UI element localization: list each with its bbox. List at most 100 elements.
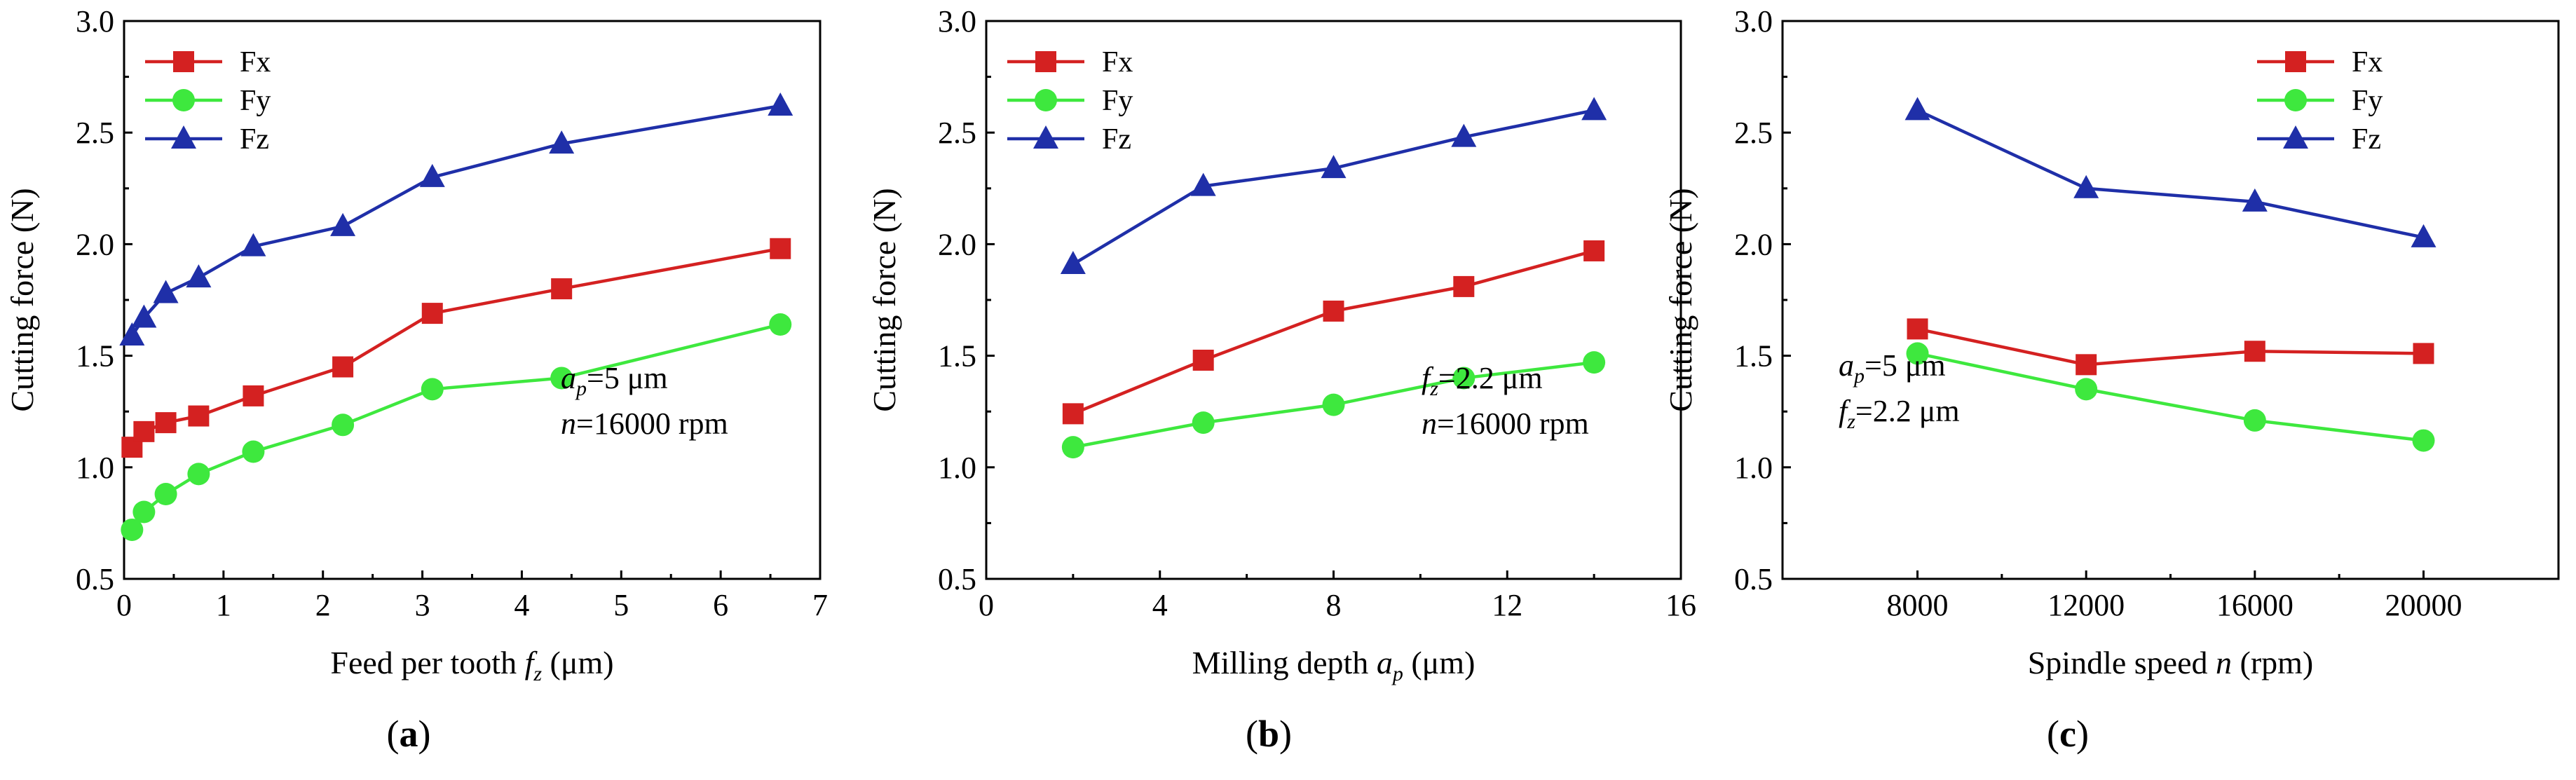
legend-label: Fz <box>2352 123 2381 156</box>
legend-item-fy: Fy <box>1007 85 1133 117</box>
x-tick-label: 7 <box>812 588 828 622</box>
x-tick-label: 2 <box>315 588 331 622</box>
text-part: =5 μm <box>587 361 668 395</box>
panel-label-open: ( <box>387 713 400 755</box>
text-part: n <box>1422 406 1437 441</box>
legend-label: Fx <box>240 46 271 78</box>
text-part: n <box>561 406 576 441</box>
data-point <box>2412 429 2435 452</box>
y-tick-label: 3.0 <box>1734 4 1773 39</box>
data-point <box>1192 411 1215 435</box>
legend-label: Fy <box>2352 85 2383 117</box>
legend-marker <box>172 89 195 111</box>
panel-label: (b) <box>1246 713 1292 755</box>
text-part: (rpm) <box>2232 645 2313 680</box>
data-point <box>132 500 156 524</box>
legend-item-fx: Fx <box>2257 46 2383 78</box>
legend-label: Fz <box>240 123 269 156</box>
data-point <box>1906 342 1929 365</box>
legend-item-fy: Fy <box>145 85 271 117</box>
text-part: (μm) <box>542 645 614 680</box>
text-part: z <box>533 662 542 685</box>
panel-label-letter: b <box>1258 713 1279 755</box>
x-tick-label: 3 <box>415 588 430 622</box>
annotation-text: fz=2.2 μm <box>1839 394 1960 433</box>
legend-item-fx: Fx <box>145 46 271 78</box>
y-tick-label: 1.5 <box>76 339 114 374</box>
x-axis-label: Milling depth ap (μm) <box>1192 645 1476 685</box>
data-point <box>550 367 573 390</box>
x-tick-label: 12 <box>1492 588 1522 622</box>
text-part: a <box>561 361 576 395</box>
data-point <box>549 130 575 154</box>
x-tick-label: 5 <box>613 588 629 622</box>
data-point <box>155 412 177 434</box>
data-point <box>2411 224 2437 247</box>
y-axis-label: Cutting force (N) <box>4 188 40 411</box>
x-axis-label: Spindle speed n (rpm) <box>2028 645 2314 680</box>
x-tick-label: 12000 <box>2047 588 2125 622</box>
panel-label-close: ) <box>1279 713 1292 755</box>
series-line <box>1917 352 2424 442</box>
x-tick-label: 8 <box>1326 588 1342 622</box>
data-point <box>154 483 177 506</box>
text-part: a <box>1839 348 1854 383</box>
plot-frame <box>123 20 822 580</box>
panel-label-letter: c <box>2059 713 2076 755</box>
text-part: =16000 rpm <box>1437 406 1589 441</box>
data-point <box>2242 188 2268 212</box>
data-point <box>1192 349 1214 371</box>
legend: Fx Fy Fz <box>1007 46 1133 156</box>
legend: Fx Fy Fz <box>145 46 271 156</box>
data-point <box>186 264 212 288</box>
x-tick-label: 6 <box>713 588 728 622</box>
y-tick-label: 2.5 <box>76 116 114 150</box>
y-tick-label: 2.0 <box>1734 227 1773 261</box>
text-part: a <box>1377 645 1393 680</box>
y-tick-label: 1.5 <box>1734 339 1773 374</box>
data-point <box>421 303 443 324</box>
data-point <box>332 356 354 378</box>
annotation-text: n=16000 rpm <box>1422 406 1589 441</box>
x-tick-label: 20000 <box>2385 588 2462 622</box>
legend-label: Fy <box>240 85 271 117</box>
data-point <box>1453 275 1475 297</box>
data-point <box>1190 172 1216 196</box>
data-point <box>131 304 157 328</box>
legend-item-fx: Fx <box>1007 46 1133 78</box>
panel-label-close: ) <box>2076 713 2089 755</box>
x-tick-label: 0 <box>116 588 132 622</box>
data-point <box>121 518 144 541</box>
data-point <box>770 238 791 259</box>
data-point <box>119 322 145 345</box>
y-tick-label: 2.0 <box>938 227 976 261</box>
legend-marker <box>1033 125 1058 149</box>
x-tick-label: 0 <box>979 588 994 622</box>
panel-label-open: ( <box>1246 713 1258 755</box>
y-axis-label: Cutting force (N) <box>866 188 902 411</box>
panel-label: (a) <box>387 713 431 755</box>
y-tick-label: 2.5 <box>938 116 976 150</box>
data-point <box>1062 403 1084 425</box>
data-point <box>2243 409 2266 432</box>
y-tick-label: 1.0 <box>76 451 114 485</box>
plot-frame <box>1781 20 2560 580</box>
legend-item-fz: Fz <box>1007 123 1131 156</box>
data-point <box>153 280 179 303</box>
legend-item-fy: Fy <box>2257 85 2383 117</box>
text-part: =2.2 μm <box>1855 394 1960 428</box>
y-tick-label: 0.5 <box>938 562 976 596</box>
legend-label: Fz <box>1102 123 1131 156</box>
x-axis-label: Feed per tooth fz (μm) <box>330 645 613 685</box>
data-point <box>240 233 266 256</box>
y-tick-label: 0.5 <box>76 562 114 596</box>
data-point <box>1583 351 1606 374</box>
text-part: z <box>1846 410 1855 433</box>
data-point <box>242 440 265 463</box>
annotation-text: ap=5 μm <box>1839 348 1946 388</box>
series-fy <box>1906 342 2435 452</box>
x-tick-label: 16 <box>1665 588 1696 622</box>
series-fx <box>121 238 791 458</box>
y-tick-label: 3.0 <box>938 4 976 39</box>
y-tick-label: 0.5 <box>1734 562 1773 596</box>
